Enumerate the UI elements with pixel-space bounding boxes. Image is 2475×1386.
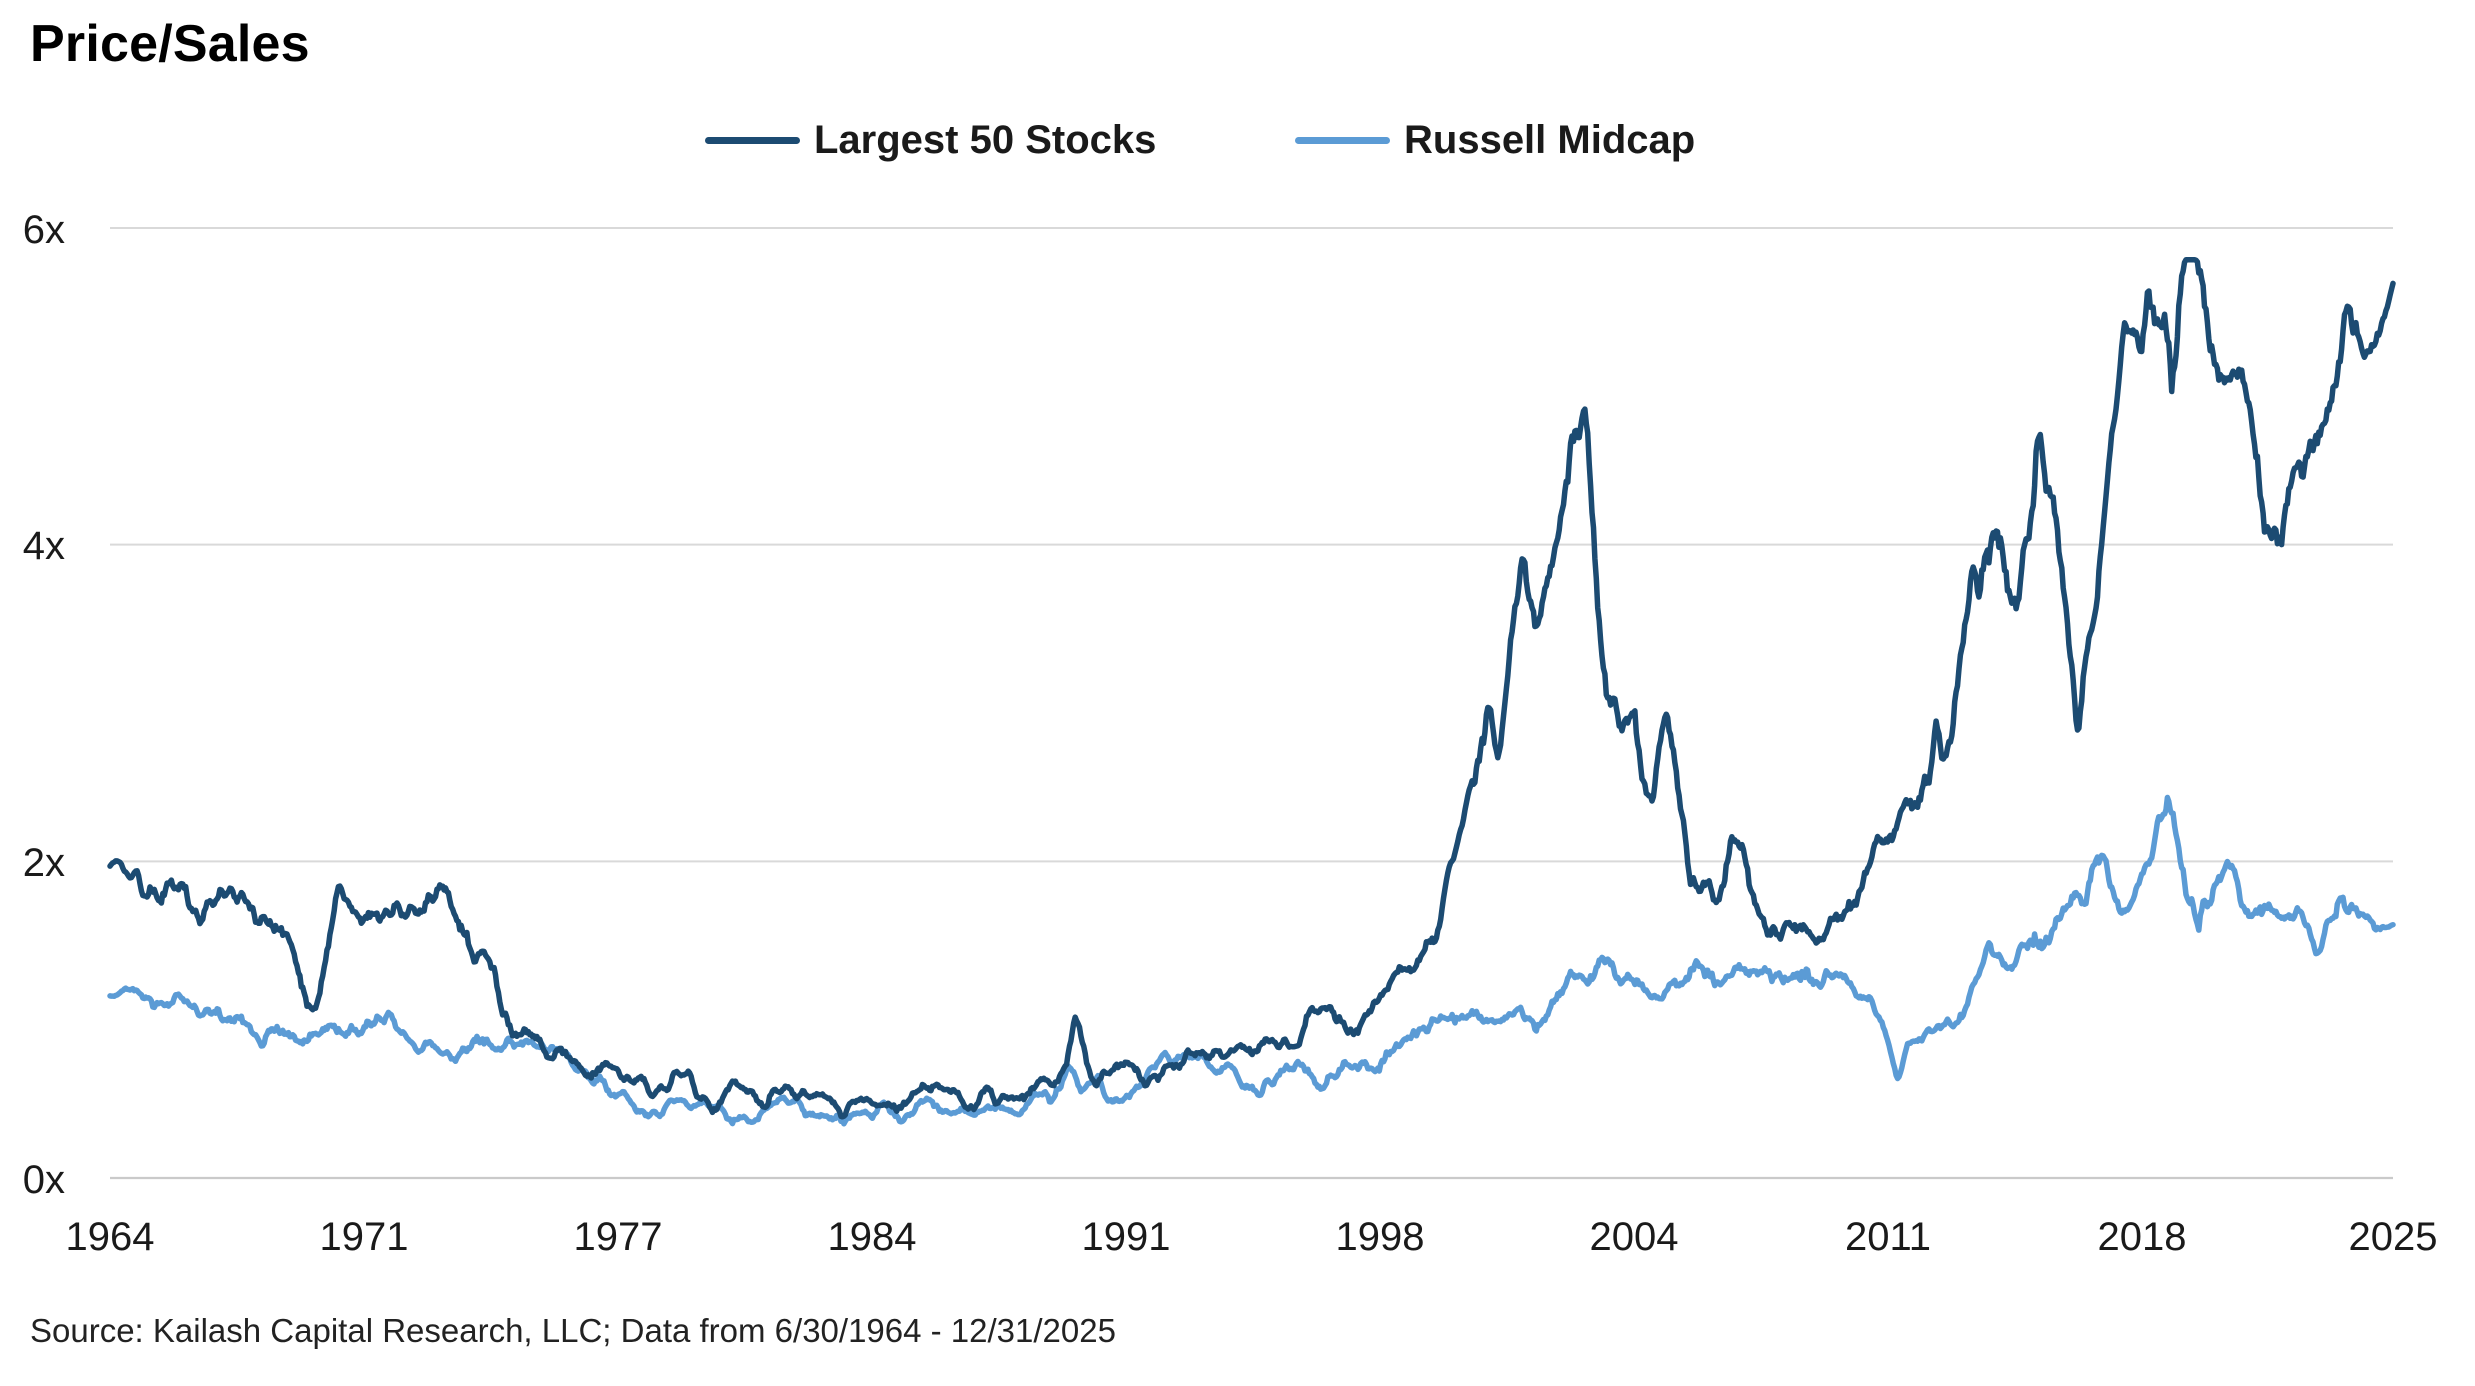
- svg-text:1971: 1971: [320, 1215, 409, 1259]
- svg-text:6x: 6x: [23, 208, 65, 252]
- svg-text:2018: 2018: [2098, 1215, 2187, 1259]
- svg-text:1991: 1991: [1082, 1215, 1171, 1259]
- svg-text:1984: 1984: [828, 1215, 917, 1259]
- svg-text:4x: 4x: [23, 524, 65, 568]
- svg-text:1964: 1964: [66, 1215, 155, 1259]
- svg-text:1977: 1977: [574, 1215, 663, 1259]
- svg-text:2011: 2011: [1845, 1215, 1931, 1259]
- svg-text:2004: 2004: [1590, 1215, 1679, 1259]
- svg-text:2025: 2025: [2349, 1215, 2438, 1259]
- svg-text:2x: 2x: [23, 841, 65, 885]
- svg-text:1998: 1998: [1336, 1215, 1425, 1259]
- svg-text:0x: 0x: [23, 1158, 65, 1202]
